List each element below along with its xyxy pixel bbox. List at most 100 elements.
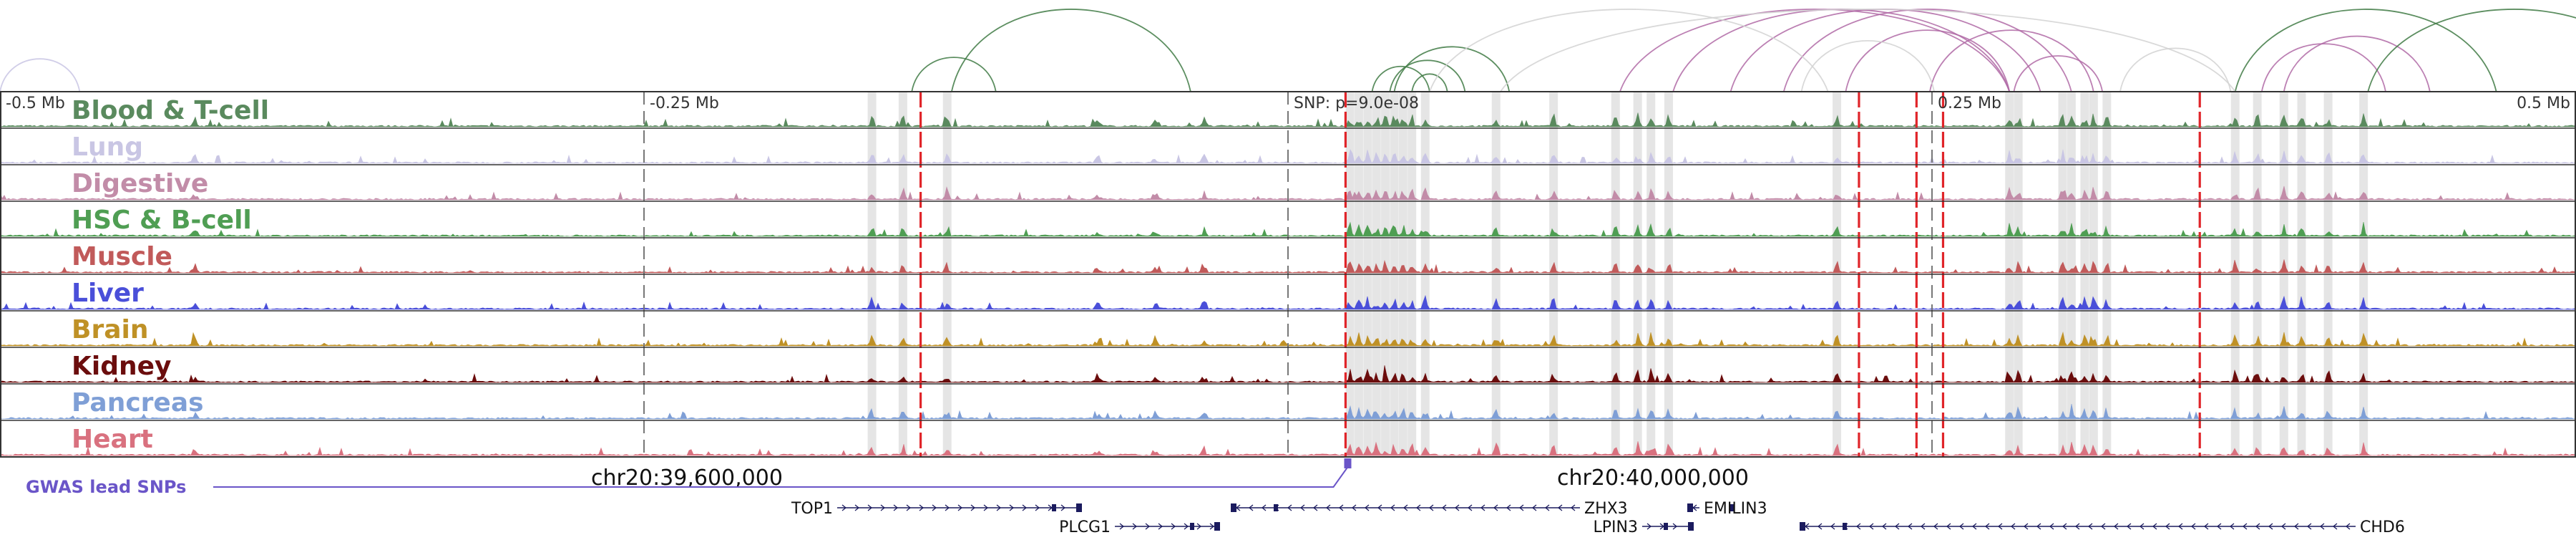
strand-arrow — [1855, 523, 1861, 530]
strand-arrow — [957, 504, 963, 511]
strand-arrow — [1933, 523, 1938, 530]
strand-arrow — [1287, 504, 1292, 511]
strand-arrow — [1672, 523, 1678, 530]
track-label: Liver — [72, 279, 144, 308]
strand-arrow — [1390, 504, 1395, 511]
track-signal — [0, 221, 2576, 237]
strand-arrow — [893, 504, 899, 511]
strand-arrow — [2203, 523, 2209, 530]
track-label: Lung — [72, 132, 143, 162]
offset-tick-label: 0.25 Mb — [1938, 95, 2001, 112]
exon-block — [1052, 504, 1056, 511]
strand-arrow — [1984, 523, 1990, 530]
strand-arrow — [1009, 504, 1015, 511]
gene-label: TOP1 — [791, 500, 833, 518]
strand-arrow — [1971, 523, 1977, 530]
track-digestive — [0, 185, 2576, 201]
exon-block — [1190, 523, 1194, 530]
strand-arrow — [1415, 504, 1421, 511]
strand-arrow — [2165, 523, 2170, 530]
gene-zhx3: ZHX3 — [1231, 500, 1628, 518]
gwas-connector — [213, 466, 1349, 488]
strand-arrow — [1518, 504, 1524, 511]
gene-emilin3: EMILIN3 — [1687, 500, 1767, 518]
strand-arrow — [2049, 523, 2054, 530]
exon-block — [1687, 503, 1693, 512]
loop-arc — [2283, 35, 2431, 92]
strand-arrow — [867, 504, 873, 511]
offset-tick-label: 0.5 Mb — [2517, 95, 2570, 112]
track-muscle — [0, 259, 2576, 274]
strand-arrow — [2306, 523, 2312, 530]
gene-label: EMILIN3 — [1704, 500, 1767, 518]
loop-arc — [911, 57, 997, 92]
strand-arrow — [2074, 523, 2080, 530]
coordinate-label: chr20:40,000,000 — [1557, 466, 1749, 491]
exon-block — [1800, 522, 1805, 531]
strand-arrow — [2062, 523, 2067, 530]
exon-block — [1231, 503, 1236, 512]
strand-arrow — [1428, 504, 1434, 511]
strand-arrow — [1467, 504, 1473, 511]
strand-arrow — [1377, 504, 1382, 511]
strand-arrow — [1557, 504, 1563, 511]
strand-arrow — [854, 504, 860, 511]
tracks-frame — [0, 91, 2576, 458]
gene-label: PLCG1 — [1059, 519, 1111, 536]
strand-arrow — [2126, 523, 2132, 530]
loop-arc — [1500, 9, 2236, 92]
strand-arrow — [2268, 523, 2273, 530]
track-label: Blood & T-cell — [72, 96, 269, 125]
strand-arrow — [1454, 504, 1460, 511]
strand-arrow — [2113, 523, 2119, 530]
track-heart — [0, 441, 2576, 456]
track-signal — [0, 365, 2576, 383]
strand-arrow — [2293, 523, 2299, 530]
strand-arrow — [1325, 504, 1331, 511]
track-pancreas — [0, 404, 2576, 420]
loop-arc — [1393, 46, 1511, 92]
loop-arc — [1389, 59, 1466, 92]
frame-layer — [0, 91, 2576, 458]
loop-arc — [1429, 9, 1829, 92]
strand-arrow — [1493, 504, 1498, 511]
strand-arrow — [1570, 504, 1576, 511]
track-signal — [0, 294, 2576, 310]
track-label: Pancreas — [72, 388, 204, 418]
loop-arc — [1729, 9, 2041, 92]
loop-arc — [1672, 9, 2011, 92]
strand-arrow — [970, 504, 976, 511]
strand-arrow — [1868, 523, 1874, 530]
loop-arc — [2119, 47, 2232, 92]
strand-arrow — [1022, 504, 1028, 511]
strand-arrow — [1364, 504, 1370, 511]
track-signal — [0, 259, 2576, 274]
exon-block — [1730, 504, 1735, 511]
track-signal — [0, 185, 2576, 201]
exon-block — [1274, 504, 1278, 511]
track-brain — [0, 331, 2576, 347]
track-signal — [0, 112, 2576, 127]
track-signal — [0, 404, 2576, 420]
gene-top1: TOP1 — [791, 500, 1082, 518]
strand-arrow — [1958, 523, 1964, 530]
strand-arrow — [2242, 523, 2248, 530]
strand-arrow — [983, 504, 989, 511]
loop-arc — [1845, 29, 2011, 92]
track-kidney — [0, 365, 2576, 383]
offset-tick-label: -0.5 Mb — [6, 95, 65, 112]
track-signal — [0, 331, 2576, 347]
strand-arrow — [1145, 523, 1151, 530]
gene-lpin3: LPIN3 — [1594, 519, 1694, 536]
strand-arrow — [1351, 504, 1357, 511]
strand-arrow — [1881, 523, 1887, 530]
strand-arrow — [1907, 523, 1913, 530]
loop-arc — [2260, 43, 2386, 92]
gene-label: LPIN3 — [1594, 519, 1638, 536]
offset-tick-label: -0.25 Mb — [650, 95, 719, 112]
track-label: Heart — [72, 425, 153, 454]
exon-block — [1664, 523, 1668, 530]
